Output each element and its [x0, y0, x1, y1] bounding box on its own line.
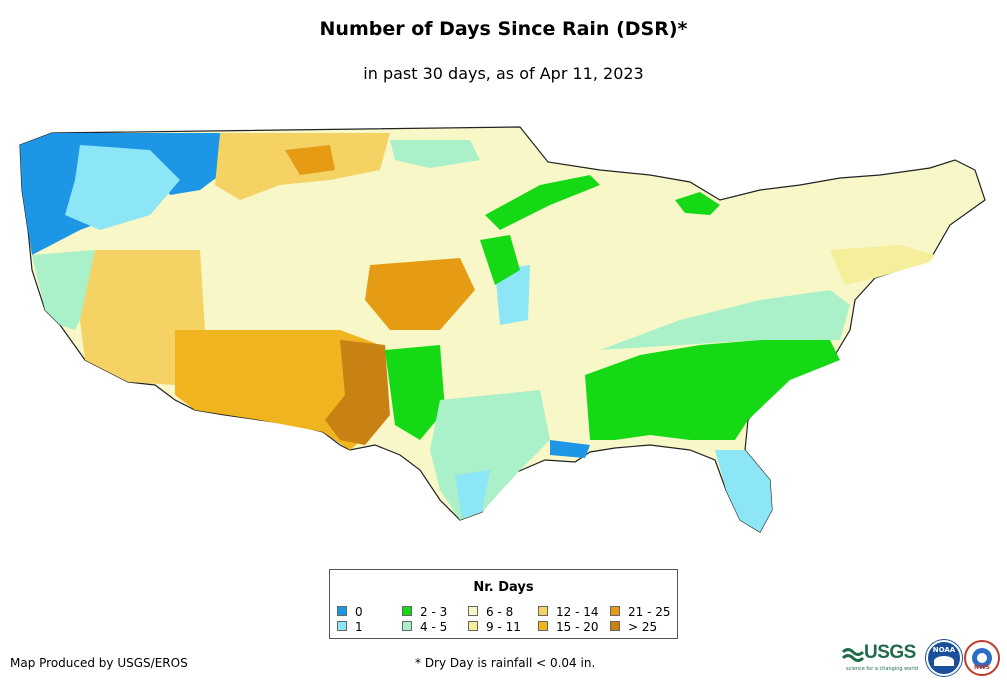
legend-swatch — [538, 606, 548, 616]
legend-item: 21 - 25 — [610, 606, 671, 618]
region-ca-green — [32, 250, 95, 330]
legend-item: 2 - 3 — [402, 606, 447, 618]
credit-text: Map Produced by USGS/EROS — [10, 656, 188, 670]
legend-swatch — [402, 621, 412, 631]
legend-title: Nr. Days — [473, 580, 534, 595]
legend-swatch — [610, 621, 620, 631]
legend-label: 4 - 5 — [420, 620, 448, 634]
legend-item: 9 - 11 — [468, 621, 521, 633]
nws-logo: NWS — [964, 640, 1000, 676]
region-northdakota-mint — [390, 140, 480, 168]
legend-swatch — [337, 621, 347, 631]
region-missouri-green — [480, 235, 520, 285]
region-midatlantic-mint — [600, 290, 850, 350]
legend-item: 6 - 8 — [468, 606, 513, 618]
region-montana-orange — [285, 145, 335, 175]
region-florida-blue — [715, 450, 772, 532]
region-kansas-blue — [495, 265, 530, 325]
legend-label: > 25 — [628, 620, 658, 634]
us-land-outline — [19, 126, 986, 533]
region-colorado-orange — [365, 258, 475, 330]
legend-label: 6 - 8 — [486, 605, 514, 619]
legend-label: 0 — [355, 605, 363, 619]
legend-swatch — [337, 606, 347, 616]
region-minnesota-green — [485, 175, 600, 230]
region-nevada-yellow — [80, 250, 205, 385]
region-nw-lightblue — [65, 145, 180, 230]
legend-label: 15 - 20 — [556, 620, 599, 634]
region-texas-green — [385, 345, 445, 440]
usgs-tagline: science for a changing world — [846, 666, 918, 672]
region-newmexico-brown — [325, 340, 390, 445]
footnote-text: * Dry Day is rainfall < 0.04 in. — [415, 656, 596, 670]
usgs-wave-icon — [842, 648, 864, 662]
legend-label: 9 - 11 — [486, 620, 521, 634]
agency-logos: USGS science for a changing world NOAA N… — [842, 638, 1002, 678]
legend-label: 21 - 25 — [628, 605, 671, 619]
legend-label: 12 - 14 — [556, 605, 599, 619]
region-texas-mint — [430, 390, 550, 520]
legend-label: 2 - 3 — [420, 605, 448, 619]
region-michigan-green — [675, 192, 720, 215]
region-gulf-blue — [550, 440, 590, 458]
legend-swatch — [468, 621, 478, 631]
map-title: Number of Days Since Rain (DSR)* — [319, 18, 688, 40]
legend-swatch — [468, 606, 478, 616]
legend-swatch — [538, 621, 548, 631]
legend-item: 4 - 5 — [402, 621, 447, 633]
legend-swatch — [610, 606, 620, 616]
region-southeast-green — [585, 340, 840, 440]
noaa-logo: NOAA — [926, 640, 962, 676]
map-subtitle: in past 30 days, as of Apr 11, 2023 — [363, 64, 644, 83]
usgs-logo-text: USGS — [864, 642, 916, 663]
legend-item: 1 — [337, 621, 363, 633]
legend-item: 0 — [337, 606, 363, 618]
legend-item: 15 - 20 — [538, 621, 599, 633]
legend-swatch — [402, 606, 412, 616]
legend-label: 1 — [355, 620, 363, 634]
legend-item: 12 - 14 — [538, 606, 599, 618]
region-texas-coast-blue — [455, 470, 490, 518]
region-northeast-yellow — [830, 245, 935, 285]
legend-item: > 25 — [610, 621, 657, 633]
